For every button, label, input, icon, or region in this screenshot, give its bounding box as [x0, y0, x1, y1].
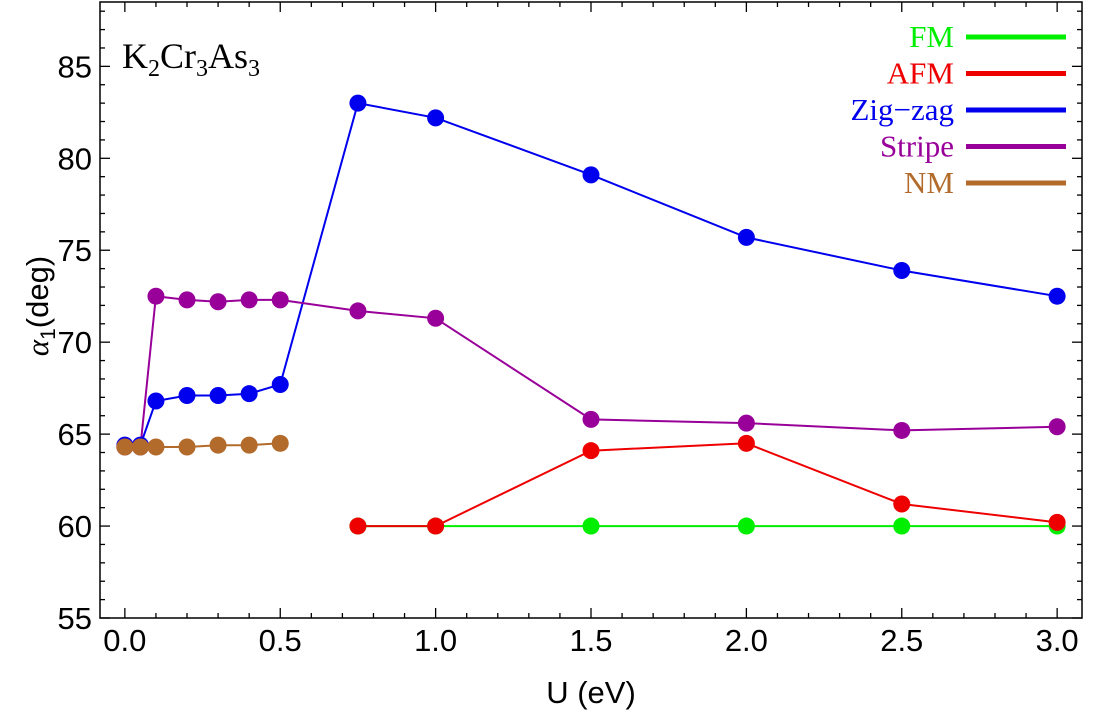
data-point-zigzag [737, 228, 755, 246]
data-point-nm [147, 438, 165, 456]
data-point-zigzag [240, 385, 258, 403]
data-point-stripe [147, 287, 165, 305]
y-tick-label: 65 [58, 417, 92, 452]
legend-label-zigzag: Zig−zag [850, 92, 954, 127]
x-axis-label: U (eV) [546, 675, 636, 710]
data-point-stripe [893, 421, 911, 439]
data-point-zigzag [178, 387, 196, 405]
x-tick-label: 0.0 [103, 623, 146, 658]
data-point-afm [893, 495, 911, 513]
data-point-stripe [349, 302, 367, 320]
x-tick-label: 3.0 [1036, 623, 1079, 658]
legend-label-afm: AFM [887, 56, 954, 91]
data-point-afm [427, 517, 445, 535]
series-line-afm [357, 442, 1058, 528]
y-tick-label: 80 [58, 141, 92, 176]
data-point-nm [116, 438, 134, 456]
legend-label-fm: FM [909, 19, 954, 54]
x-tick-label: 2.5 [880, 623, 923, 658]
data-point-nm [178, 438, 196, 456]
data-point-zigzag [349, 94, 367, 112]
y-tick-label: 55 [58, 601, 92, 636]
data-point-stripe [240, 291, 258, 309]
x-tick-label: 2.0 [725, 623, 768, 658]
y-tick-label: 75 [58, 233, 92, 268]
data-point-stripe [427, 309, 445, 327]
data-point-nm [131, 438, 149, 456]
y-axis-label: α1(deg) [20, 256, 60, 356]
y-tick-label: 70 [58, 325, 92, 360]
data-point-afm [737, 434, 755, 452]
data-point-zigzag [271, 375, 289, 393]
x-tick-label: 1.0 [414, 623, 457, 658]
data-point-fm [582, 517, 600, 535]
data-point-nm [240, 436, 258, 454]
data-point-stripe [1048, 418, 1066, 436]
data-point-stripe [582, 410, 600, 428]
y-tick-label: 85 [58, 49, 92, 84]
data-point-stripe [271, 291, 289, 309]
x-tick-label: 0.5 [259, 623, 302, 658]
y-tick-label: 60 [58, 509, 92, 544]
series-layer [116, 94, 1066, 535]
legend-label-stripe: Stripe [880, 129, 954, 164]
data-point-nm [271, 434, 289, 452]
data-point-zigzag [147, 392, 165, 410]
data-point-zigzag [893, 261, 911, 279]
data-point-zigzag [1048, 287, 1066, 305]
data-point-stripe [209, 293, 227, 311]
axis-ticks: 0.0 0.5 1.0 1.5 2.0 2.5 3.0 55 60 65 70 75 80 85 [58, 2, 1082, 658]
data-point-afm [582, 442, 600, 460]
data-point-fm [893, 517, 911, 535]
data-point-afm [349, 517, 367, 535]
panel-label: K2Cr3As3 [122, 36, 260, 82]
data-point-stripe [737, 414, 755, 432]
legend-label-nm: NM [904, 165, 954, 200]
data-point-nm [209, 436, 227, 454]
data-point-zigzag [209, 387, 227, 405]
data-point-afm [1048, 513, 1066, 531]
data-point-fm [737, 517, 755, 535]
data-point-zigzag [427, 109, 445, 127]
x-tick-label: 1.5 [569, 623, 612, 658]
data-point-stripe [178, 291, 196, 309]
data-point-zigzag [582, 166, 600, 184]
